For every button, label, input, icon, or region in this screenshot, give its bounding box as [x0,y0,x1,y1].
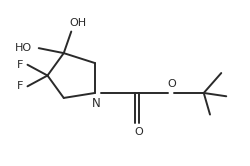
Text: HO: HO [16,43,32,53]
Text: O: O [134,127,143,137]
Text: F: F [18,81,24,91]
Text: F: F [18,60,24,70]
Text: N: N [92,97,100,110]
Text: O: O [167,79,175,89]
Text: OH: OH [69,18,86,28]
